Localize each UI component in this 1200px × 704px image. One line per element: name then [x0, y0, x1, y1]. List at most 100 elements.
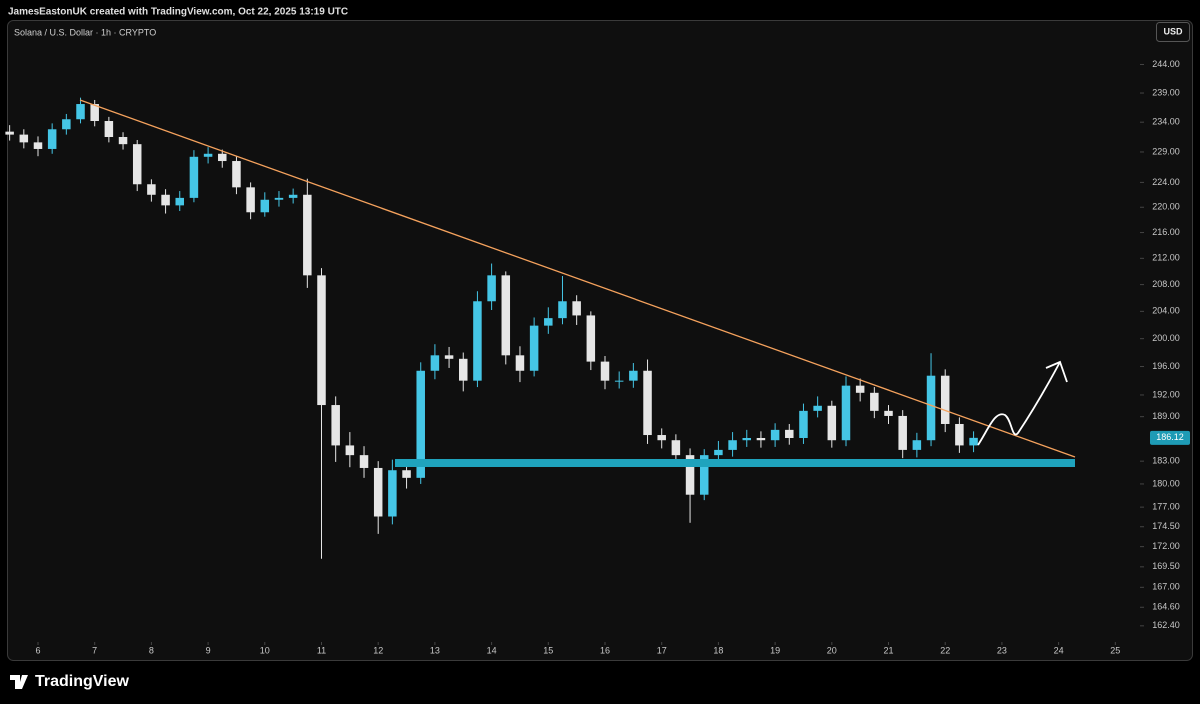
candle-body	[218, 153, 227, 162]
support-zone	[395, 459, 1075, 467]
candle-body	[373, 467, 383, 517]
candle-body	[671, 440, 681, 456]
candle-body	[62, 119, 71, 130]
candle-body	[274, 197, 284, 200]
last-price-label: 186.12	[1156, 432, 1184, 442]
candle-body	[47, 129, 57, 149]
candle-body	[458, 358, 468, 381]
y-tick-label: 216.00	[1152, 227, 1180, 237]
y-tick-label: 180.00	[1152, 478, 1180, 488]
x-tick-label: 11	[317, 645, 326, 655]
chart-panel	[7, 20, 1193, 661]
candle-body	[657, 435, 666, 441]
candle-body	[827, 405, 837, 441]
candle-body	[303, 194, 312, 276]
x-tick-label: 9	[206, 645, 211, 655]
y-tick-label: 224.00	[1152, 177, 1180, 187]
y-tick-label: 200.00	[1152, 333, 1180, 343]
y-tick-label: 169.50	[1152, 561, 1180, 571]
candle-body	[841, 385, 851, 441]
candle-body	[288, 194, 298, 198]
y-tick-label: 177.00	[1152, 501, 1180, 511]
y-tick-label: 204.00	[1152, 306, 1180, 316]
x-tick-label: 12	[373, 645, 383, 655]
candle-body	[388, 470, 397, 517]
candle-body	[19, 134, 29, 143]
candle-body	[161, 194, 170, 206]
y-tick-label: 192.00	[1152, 389, 1180, 399]
y-tick-label: 196.00	[1152, 361, 1180, 371]
candle-body	[742, 437, 752, 441]
candle-body	[855, 385, 865, 393]
candle-body	[614, 380, 624, 382]
candle-body	[430, 355, 440, 371]
candle-body	[572, 301, 581, 316]
candle-body	[884, 410, 893, 416]
candle-body	[359, 455, 369, 468]
y-tick-label: 174.50	[1152, 521, 1180, 531]
x-tick-label: 22	[940, 645, 950, 655]
candle-body	[147, 184, 156, 195]
chart-title: Solana / U.S. Dollar · 1h · CRYPTO	[14, 27, 156, 37]
x-tick-label: 20	[827, 645, 837, 655]
candle-body	[969, 437, 978, 446]
x-tick-label: 13	[430, 645, 440, 655]
x-tick-label: 17	[657, 645, 667, 655]
y-tick-label: 172.00	[1152, 541, 1180, 551]
y-tick-label: 208.00	[1152, 279, 1180, 289]
candle-body	[955, 423, 964, 446]
candle-body	[940, 375, 950, 424]
candle-body	[260, 199, 270, 213]
candle-body	[529, 325, 539, 371]
y-tick-label: 234.00	[1152, 117, 1180, 127]
candle-body	[232, 161, 241, 188]
candle-body	[317, 275, 326, 406]
y-tick-label: 189.00	[1152, 411, 1180, 421]
candle-body	[402, 470, 411, 478]
candle-body	[898, 415, 907, 450]
candle-body	[926, 375, 936, 441]
candle-body	[33, 142, 43, 149]
y-tick-label: 162.40	[1152, 620, 1180, 630]
plot: 244.00 239.00 234.00 229.00 224.00 220.00 216.…	[5, 59, 1190, 655]
candle-body	[799, 410, 808, 438]
candle-body	[813, 405, 822, 411]
x-tick-label: 19	[770, 645, 780, 655]
x-tick-label: 21	[884, 645, 894, 655]
projection-arrow	[977, 360, 1068, 446]
x-tick-label: 23	[997, 645, 1007, 655]
candle-body	[444, 355, 454, 359]
candle-body	[770, 429, 780, 441]
logo: TradingView	[10, 673, 130, 690]
candle-body	[629, 370, 638, 381]
candle-body	[345, 445, 355, 456]
candle-body	[544, 318, 553, 326]
x-tick-label: 6	[35, 645, 40, 655]
candle-body	[246, 187, 255, 213]
candle-body	[558, 301, 567, 319]
candle-body	[870, 392, 879, 411]
x-tick-label: 10	[260, 645, 270, 655]
candle-body	[699, 455, 709, 495]
x-tick-label: 16	[600, 645, 610, 655]
credit: JamesEastonUK created with TradingView.c…	[8, 7, 348, 18]
currency: USD	[1163, 26, 1183, 36]
candle-body	[189, 156, 199, 198]
y-tick-label: 164.60	[1152, 602, 1180, 612]
candle-body	[714, 449, 723, 456]
y-tick-label: 167.00	[1152, 582, 1180, 592]
currency-button[interactable]	[1156, 22, 1190, 42]
candle-body	[685, 455, 695, 495]
x-tick-label: 7	[92, 645, 97, 655]
last-price-marker	[1150, 430, 1190, 445]
x-tick-label: 14	[487, 645, 497, 655]
candle-body	[104, 121, 114, 137]
candle-body	[118, 136, 128, 145]
candle-body	[5, 131, 14, 135]
y-tick-label: 239.00	[1152, 87, 1180, 97]
candle-body	[912, 440, 922, 450]
candle-body	[586, 315, 596, 362]
y-tick-label: 212.00	[1152, 253, 1180, 263]
